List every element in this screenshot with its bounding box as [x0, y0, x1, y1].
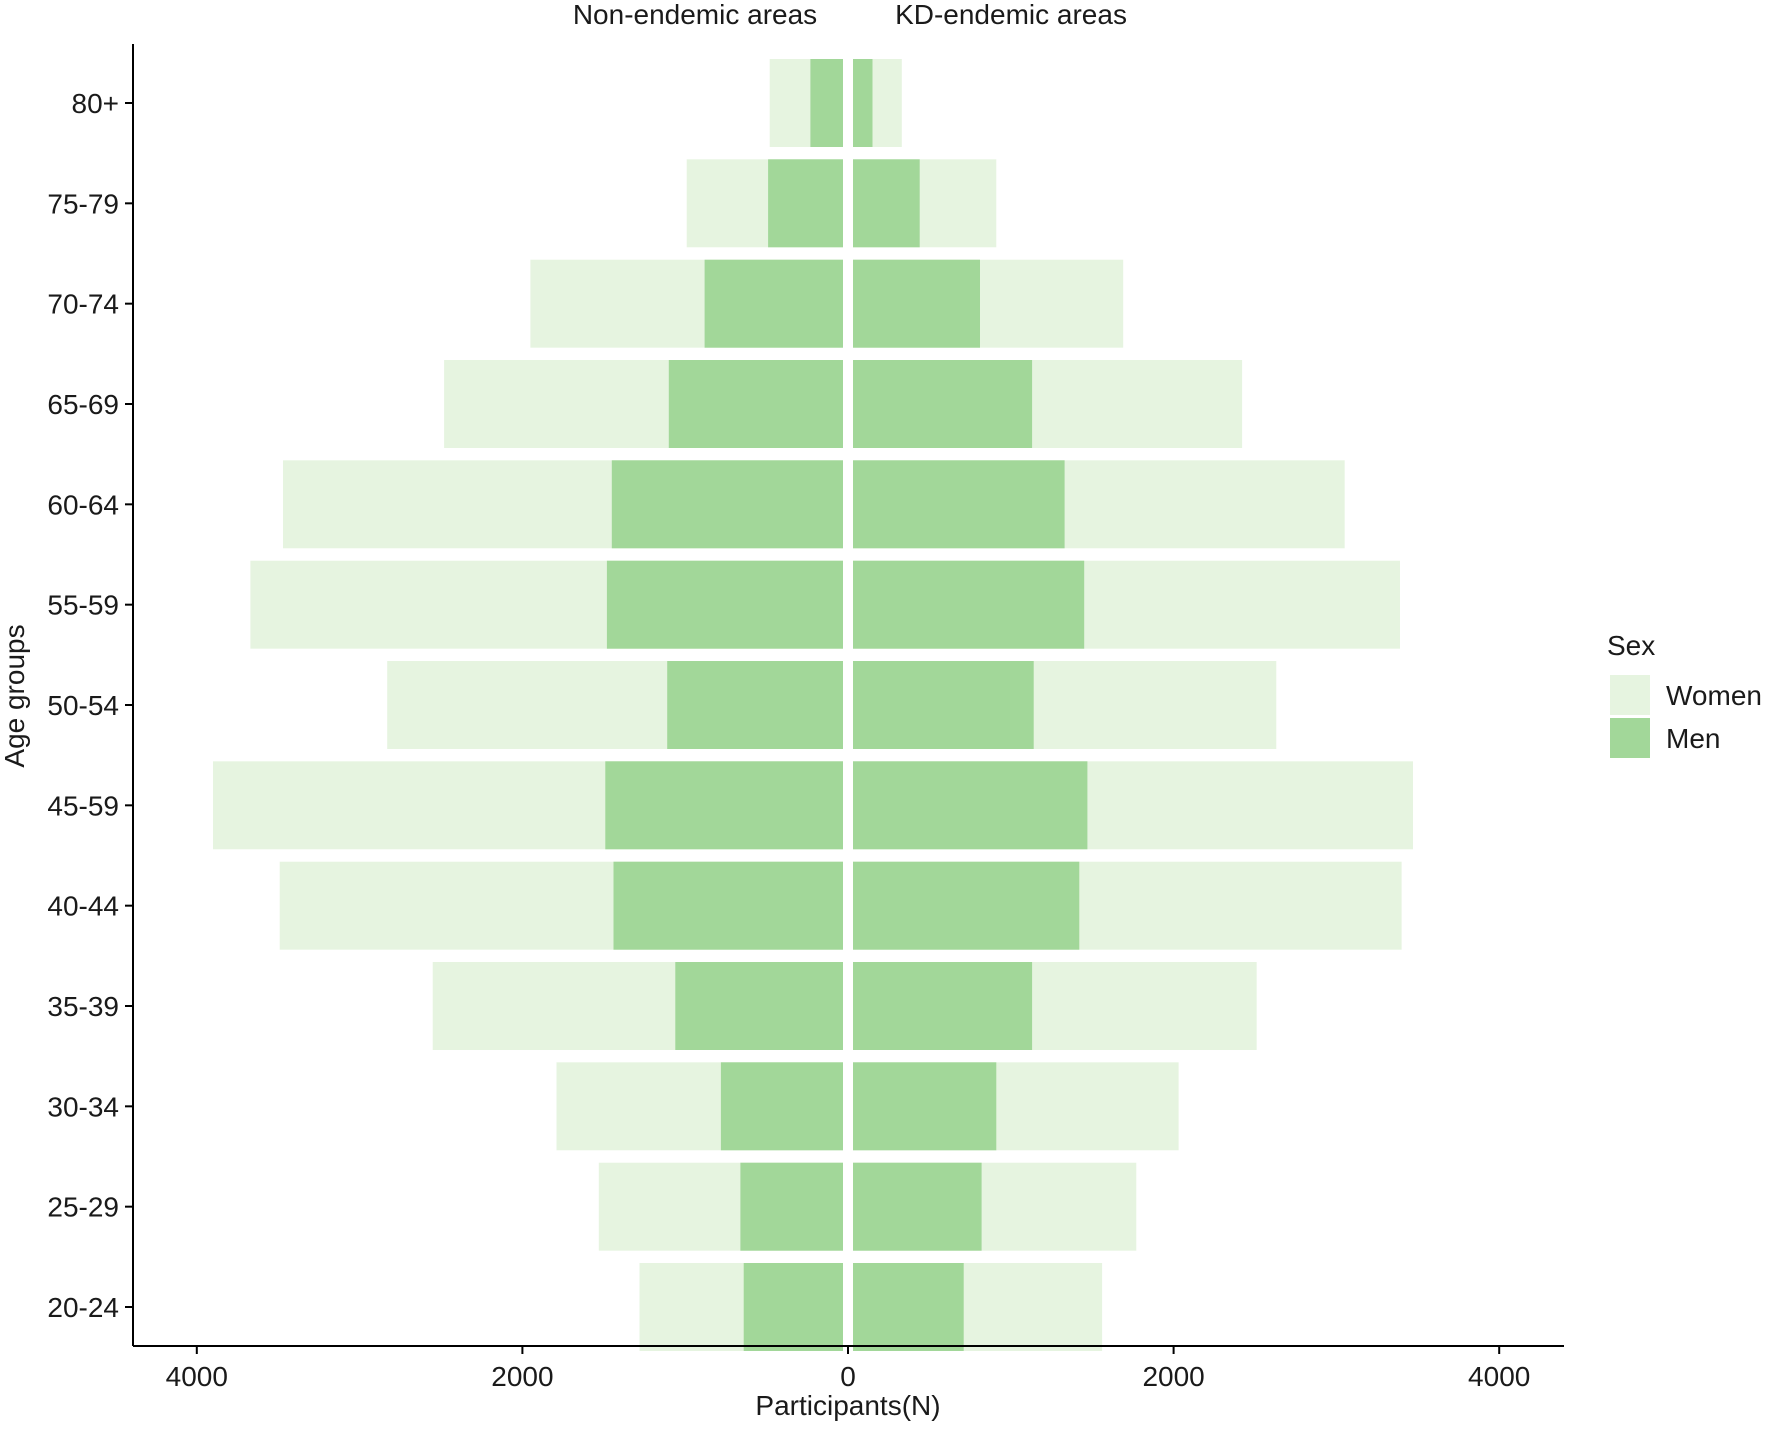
bar-kd-endemic-areas-men-70-74: [853, 259, 980, 348]
bar-non-endemic-areas-men-55-59: [606, 560, 843, 649]
bar-non-endemic-areas-men-40-44: [613, 861, 843, 950]
bar-kd-endemic-areas-men-40-44: [853, 861, 1080, 950]
legend-label-men: Men: [1666, 723, 1720, 754]
x-axis-title: Participants(N): [755, 1390, 940, 1421]
bar-kd-endemic-areas-men-65-69: [853, 360, 1033, 448]
bar-kd-endemic-areas-men-60-64: [853, 460, 1065, 549]
bar-non-endemic-areas-men-30-34: [720, 1062, 843, 1151]
bar-kd-endemic-areas-men-80: [853, 59, 873, 147]
bar-non-endemic-areas-men-65-69: [668, 360, 843, 448]
panel-label-left: Non-endemic areas: [573, 0, 817, 30]
bar-non-endemic-areas-men-45-59: [605, 761, 843, 850]
x-ticks: 4000 2000 0 2000 4000: [166, 1346, 1530, 1392]
bar-non-endemic-areas-men-35-39: [675, 962, 843, 1050]
x-tick-label-1: 2000: [491, 1361, 553, 1392]
y-tick-label-75-79: 75-79: [47, 188, 119, 219]
y-tick-label-80: 80+: [72, 88, 120, 119]
bar-kd-endemic-areas-men-30-34: [853, 1062, 997, 1151]
y-ticks: 80+ 75-79 70-74 65-69 60-64 55-59 50-54 45-59 40…: [47, 88, 133, 1323]
y-tick-label-20-24: 20-24: [47, 1292, 119, 1323]
y-axis-title: Age groups: [0, 624, 30, 767]
bar-non-endemic-areas-men-25-29: [740, 1162, 843, 1251]
bar-non-endemic-areas-men-20-24: [743, 1263, 843, 1351]
legend-title: Sex: [1607, 630, 1655, 661]
legend-key-women: [1610, 675, 1650, 715]
x-tick-label-3: 2000: [1142, 1361, 1204, 1392]
x-tick-label-4: 4000: [1468, 1361, 1530, 1392]
y-tick-label-45-59: 45-59: [47, 790, 119, 821]
y-tick-label-65-69: 65-69: [47, 389, 119, 420]
y-tick-label-70-74: 70-74: [47, 289, 119, 320]
bar-kd-endemic-areas-men-20-24: [853, 1263, 964, 1351]
bar-kd-endemic-areas-men-55-59: [853, 560, 1085, 649]
bar-non-endemic-areas-men-50-54: [667, 661, 843, 749]
legend-label-women: Women: [1666, 680, 1762, 711]
bar-non-endemic-areas-men-75-79: [768, 159, 843, 248]
bar-kd-endemic-areas-men-50-54: [853, 661, 1034, 749]
bar-kd-endemic-areas-men-75-79: [853, 159, 920, 248]
x-tick-label-0: 4000: [166, 1361, 228, 1392]
bars-layer: [213, 59, 1413, 1351]
y-tick-label-60-64: 60-64: [47, 489, 119, 520]
y-tick-label-50-54: 50-54: [47, 690, 119, 721]
legend-key-men: [1610, 718, 1650, 758]
bar-non-endemic-areas-men-60-64: [611, 460, 843, 549]
y-tick-label-55-59: 55-59: [47, 590, 119, 621]
bar-kd-endemic-areas-men-35-39: [853, 962, 1033, 1050]
x-tick-label-2: 0: [840, 1361, 856, 1392]
y-tick-label-25-29: 25-29: [47, 1192, 119, 1223]
axes-layer: [132, 44, 1564, 1347]
bar-non-endemic-areas-men-70-74: [704, 259, 843, 348]
bar-kd-endemic-areas-men-45-59: [853, 761, 1088, 850]
panel-label-right: KD-endemic areas: [895, 0, 1127, 30]
bar-kd-endemic-areas-men-25-29: [853, 1162, 982, 1251]
legend: Sex Women Men: [1607, 630, 1762, 758]
y-tick-label-30-34: 30-34: [47, 1091, 119, 1122]
y-tick-label-35-39: 35-39: [47, 991, 119, 1022]
bar-non-endemic-areas-men-80: [810, 59, 843, 147]
y-tick-label-40-44: 40-44: [47, 891, 119, 922]
